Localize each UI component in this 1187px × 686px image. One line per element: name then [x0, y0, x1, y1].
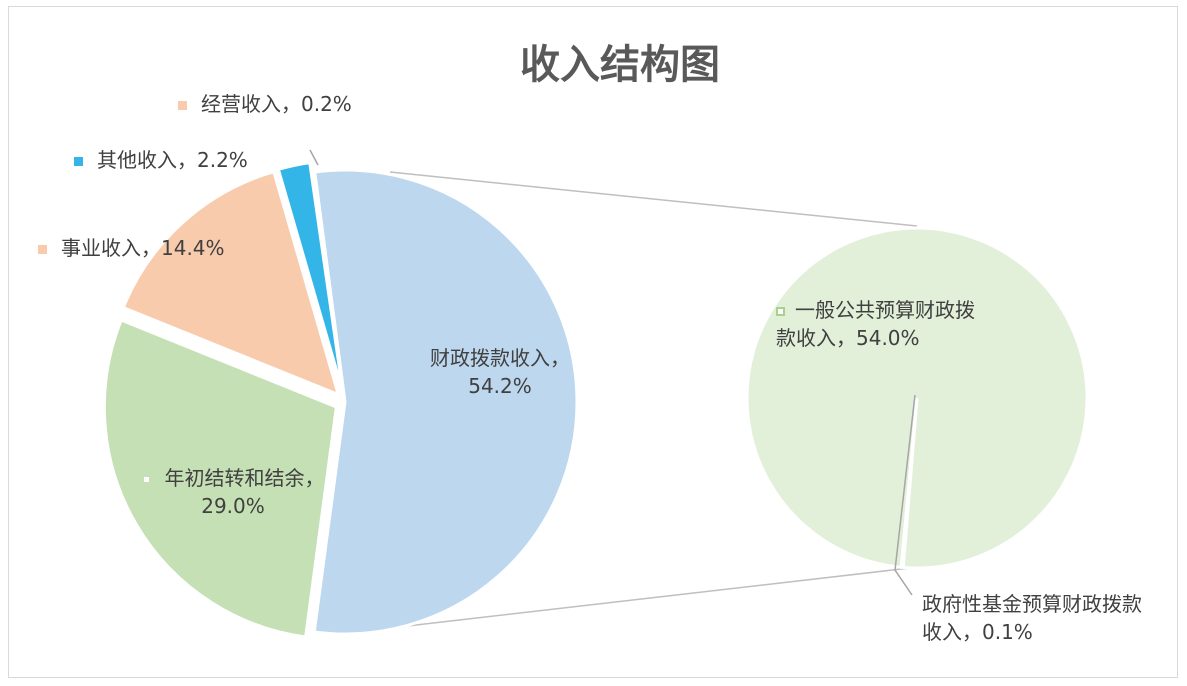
pie-slice: [121, 169, 341, 398]
label-name: 财政拨款收入，: [430, 346, 570, 370]
label-value: 0.2%: [301, 92, 352, 116]
label-marker: [141, 475, 151, 484]
label-name: 经营收入，: [201, 92, 301, 116]
secondary-slice: [745, 226, 1089, 570]
chart-frame: [8, 6, 1178, 678]
secondary-label: 一般公共预算财政拨款收入，54.0%: [776, 296, 986, 352]
label-marker: [74, 157, 83, 166]
pie-slice: [308, 160, 346, 393]
secondary-slice: [899, 397, 919, 570]
chart-title: 收入结构图: [460, 30, 780, 100]
data-label: 经营收入，0.2%: [178, 90, 478, 118]
leader-line: [894, 394, 916, 596]
data-label: 其他收入，2.2%: [74, 146, 374, 174]
label-value: 29.0%: [201, 494, 265, 518]
label-name: 一般公共预算财政拨款收入，: [776, 298, 975, 350]
leader-line: [309, 149, 319, 166]
label-marker: [776, 307, 785, 316]
label-name: 其他收入，: [97, 148, 197, 172]
label-name: 事业收入，: [61, 236, 161, 260]
data-label: 事业收入，14.4%: [38, 234, 338, 262]
label-value: 54.0%: [856, 326, 920, 350]
secondary-label: 政府性基金预算财政拨款收入，0.1%: [922, 590, 1152, 646]
label-marker: [38, 245, 47, 254]
label-value: 54.2%: [468, 374, 532, 398]
connector-line: [389, 567, 911, 629]
label-name: 年初结转和结余，: [164, 466, 325, 490]
label-value: 0.1%: [982, 620, 1033, 644]
label-value: 2.2%: [197, 148, 248, 172]
label-value: 14.4%: [161, 236, 225, 260]
label-name: 政府性基金预算财政拨款收入，: [922, 592, 1142, 644]
data-label: 年初结转和结余， 29.0%: [118, 464, 348, 520]
data-label: 财政拨款收入， 54.2%: [405, 344, 595, 400]
pie-slice: [102, 318, 338, 639]
label-marker: [178, 101, 187, 110]
connector-line: [389, 171, 918, 227]
pie-slice: [312, 168, 579, 636]
